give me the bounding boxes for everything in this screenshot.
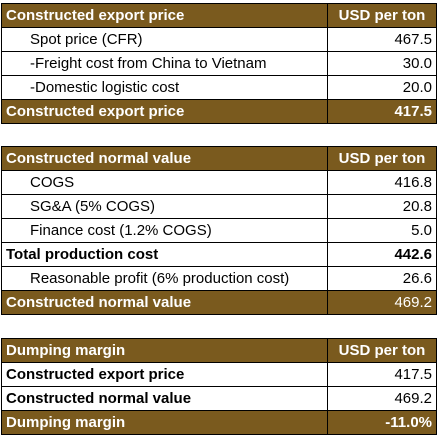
header-unit: USD per ton [327, 338, 437, 363]
table-row: Spot price (CFR) 467.5 [1, 27, 437, 52]
table-row: Constructed normal value 469.2 [1, 386, 437, 411]
row-label: Spot price (CFR) [1, 27, 328, 52]
total-value: 417.5 [327, 99, 437, 124]
total-label: Constructed export price [1, 99, 328, 124]
table-row: SG&A (5% COGS) 20.8 [1, 194, 437, 219]
table-total-row: Constructed normal value 469.2 [1, 290, 437, 315]
row-label: -Freight cost from China to Vietnam [1, 51, 328, 76]
total-label: Dumping margin [1, 410, 328, 435]
total-label: Constructed normal value [1, 290, 328, 315]
row-label: Reasonable profit (6% production cost) [1, 266, 328, 291]
header-label: Dumping margin [1, 338, 328, 363]
row-label: -Domestic logistic cost [1, 75, 328, 100]
row-value: 26.6 [327, 266, 437, 291]
dumping-margin-table: Dumping margin USD per ton Constructed e… [1, 338, 437, 435]
subtotal-value: 442.6 [327, 242, 437, 267]
table-total-row: Dumping margin -11.0% [1, 410, 437, 435]
header-label: Constructed export price [1, 3, 328, 28]
table-subtotal-row: Total production cost 442.6 [1, 242, 437, 267]
row-value: 5.0 [327, 218, 437, 243]
header-label: Constructed normal value [1, 146, 328, 171]
table-row: COGS 416.8 [1, 170, 437, 195]
subtotal-label: Total production cost [1, 242, 328, 267]
row-value: 416.8 [327, 170, 437, 195]
table-row: Reasonable profit (6% production cost) 2… [1, 266, 437, 291]
table-row: -Freight cost from China to Vietnam 30.0 [1, 51, 437, 76]
row-label: SG&A (5% COGS) [1, 194, 328, 219]
header-unit: USD per ton [327, 146, 437, 171]
table-total-row: Constructed export price 417.5 [1, 99, 437, 124]
row-label: Constructed export price [1, 362, 328, 387]
table-row: Finance cost (1.2% COGS) 5.0 [1, 218, 437, 243]
table-header-row: Constructed export price USD per ton [1, 3, 437, 28]
table-header-row: Constructed normal value USD per ton [1, 146, 437, 171]
header-unit: USD per ton [327, 3, 437, 28]
row-label: COGS [1, 170, 328, 195]
row-label: Constructed normal value [1, 386, 328, 411]
table-row: -Domestic logistic cost 20.0 [1, 75, 437, 100]
total-value: -11.0% [327, 410, 437, 435]
row-value: 20.0 [327, 75, 437, 100]
normal-value-table: Constructed normal value USD per ton COG… [1, 146, 437, 315]
row-value: 467.5 [327, 27, 437, 52]
row-value: 20.8 [327, 194, 437, 219]
row-label: Finance cost (1.2% COGS) [1, 218, 328, 243]
export-price-table: Constructed export price USD per ton Spo… [1, 3, 437, 124]
total-value: 469.2 [327, 290, 437, 315]
table-header-row: Dumping margin USD per ton [1, 338, 437, 363]
table-row: Constructed export price 417.5 [1, 362, 437, 387]
row-value: 469.2 [327, 386, 437, 411]
row-value: 30.0 [327, 51, 437, 76]
row-value: 417.5 [327, 362, 437, 387]
